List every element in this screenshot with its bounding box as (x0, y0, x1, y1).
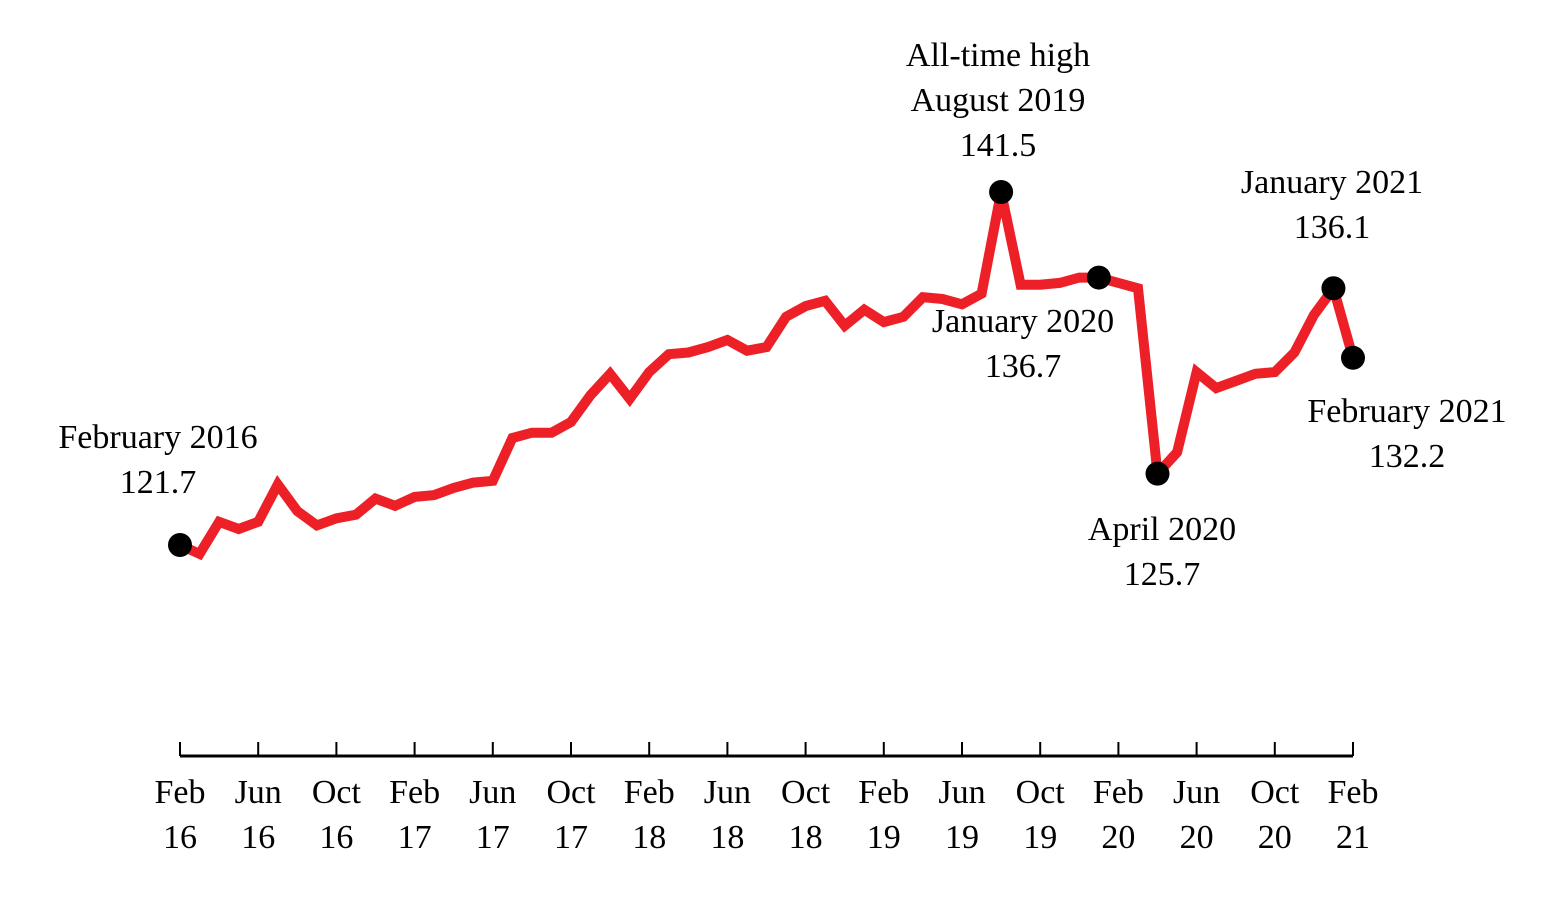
x-tick-label-year: 19 (867, 819, 901, 856)
annotation-marker (1145, 461, 1170, 486)
x-tick-label-year: 17 (554, 819, 588, 856)
annotation-marker (989, 180, 1014, 204)
x-tick-label-month: Oct (781, 774, 831, 811)
annotation-label: August 2019 (911, 82, 1086, 119)
x-tick-label-year: 17 (476, 819, 510, 856)
x-tick-label-month: Oct (546, 774, 596, 811)
annotation-value: 125.7 (1124, 556, 1201, 593)
x-tick-label-month: Oct (1016, 774, 1066, 811)
x-tick-label-month: Jun (235, 774, 282, 811)
series-line (177, 190, 1358, 561)
x-tick-label-year: 18 (710, 819, 744, 856)
x-tick-label-year: 20 (1258, 819, 1292, 856)
x-tick-label-year: 19 (1023, 819, 1057, 856)
x-tick-label-month: Feb (155, 774, 206, 811)
x-axis: Feb 16 Jun 16 Oct 16 Feb 17 Jun 17 Oct 17 Feb 18 Jun 18… (155, 742, 1379, 856)
x-tick-label-year: 17 (398, 819, 432, 856)
annotation-value: 121.7 (120, 464, 197, 501)
x-tick-label-year: 20 (1101, 819, 1135, 856)
x-tick-label-year: 19 (945, 819, 979, 856)
annotation-label: February 2016 (58, 419, 257, 456)
x-tick-label-month: Feb (1093, 774, 1144, 811)
x-tick-label-year: 18 (789, 819, 823, 856)
x-tick-label-year: 16 (163, 819, 197, 856)
annotation-label: All-time high (906, 37, 1090, 74)
annotation-marker (1086, 265, 1111, 290)
annotation-label: February 2021 (1307, 393, 1506, 430)
x-tick-label-month: Feb (389, 774, 440, 811)
x-tick-label-month: Feb (858, 774, 909, 811)
annotation-value: 141.5 (960, 127, 1037, 164)
x-tick-label-year: 16 (319, 819, 353, 856)
annotation-value: 132.2 (1369, 438, 1446, 475)
x-tick-label-year: 16 (241, 819, 275, 856)
annotation-markers (168, 180, 1365, 557)
annotation-label: April 2020 (1088, 511, 1236, 548)
x-tick-label-month: Jun (1173, 774, 1220, 811)
series-line-layer (177, 190, 1358, 561)
annotation-labels: February 2016 121.7 All-time high August 20… (58, 37, 1506, 593)
x-tick-label-year: 21 (1336, 819, 1370, 856)
annotation-label: January 2021 (1241, 164, 1423, 201)
x-tick-label-month: Feb (624, 774, 675, 811)
x-tick-label-month: Oct (1250, 774, 1300, 811)
x-tick-label-month: Jun (469, 774, 516, 811)
annotation-label: January 2020 (932, 303, 1114, 340)
x-tick-label-month: Jun (704, 774, 751, 811)
annotation-value: 136.7 (985, 348, 1062, 385)
annotation-marker (168, 533, 192, 557)
annotation-value: 136.1 (1294, 209, 1371, 246)
annotation-marker (1321, 276, 1346, 301)
x-tick-label-month: Jun (938, 774, 985, 811)
x-tick-label-year: 18 (632, 819, 666, 856)
x-tick-label-month: Oct (312, 774, 362, 811)
annotation-marker (1341, 345, 1365, 370)
x-tick-label-month: Feb (1328, 774, 1379, 811)
x-tick-label-year: 20 (1180, 819, 1214, 856)
